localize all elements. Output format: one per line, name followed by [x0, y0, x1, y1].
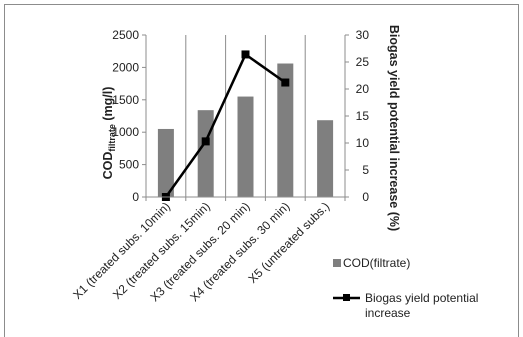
right-axis-ticks: 0 5 10 15 20 25 30 [345, 28, 369, 204]
left-axis-ticks: 0 500 1000 1500 2000 2500 [112, 28, 146, 204]
legend-swatch-cod [333, 259, 341, 267]
left-tick-label: 1000 [112, 125, 139, 139]
left-tick-label: 1500 [112, 93, 139, 107]
legend-label-biogas-line1: Biogas yield potential [365, 291, 478, 305]
series-line [164, 53, 287, 198]
right-tick-label: 15 [356, 109, 370, 123]
bar-series [157, 63, 334, 198]
left-tick-label: 2500 [112, 28, 139, 42]
left-tick-label: 500 [119, 158, 139, 172]
left-tick-label: 0 [132, 190, 139, 204]
category-labels: X1 (treated subs. 10min)X2 (treated subs… [70, 199, 332, 304]
right-tick-label: 10 [356, 136, 370, 150]
right-tick-label: 25 [356, 55, 370, 69]
right-tick-label: 30 [356, 28, 370, 42]
line-marker [241, 50, 250, 59]
line-marker [201, 137, 210, 146]
line-marker [281, 78, 290, 87]
right-axis-title: Biogas yield potential increase (%) [387, 25, 401, 231]
right-tick-label: 5 [362, 163, 369, 177]
right-tick-label: 20 [356, 82, 370, 96]
chart-frame [4, 4, 519, 337]
bar [317, 120, 334, 197]
legend-label-biogas-line2: increase [365, 306, 411, 320]
legend-label-cod: COD(filtrate) [343, 256, 410, 270]
right-tick-label: 0 [362, 190, 369, 204]
left-axis-title: CODfiltrate (mg/l) [101, 87, 117, 180]
bar [237, 96, 254, 197]
legend-marker-biogas [343, 294, 350, 301]
left-tick-label: 2000 [112, 60, 139, 74]
bar [157, 128, 174, 197]
bar [197, 110, 214, 197]
bar [277, 63, 294, 198]
legend-label-biogas: Biogas yield potential increase [365, 291, 482, 320]
legend: COD(filtrate) Biogas yield potential inc… [333, 256, 482, 320]
